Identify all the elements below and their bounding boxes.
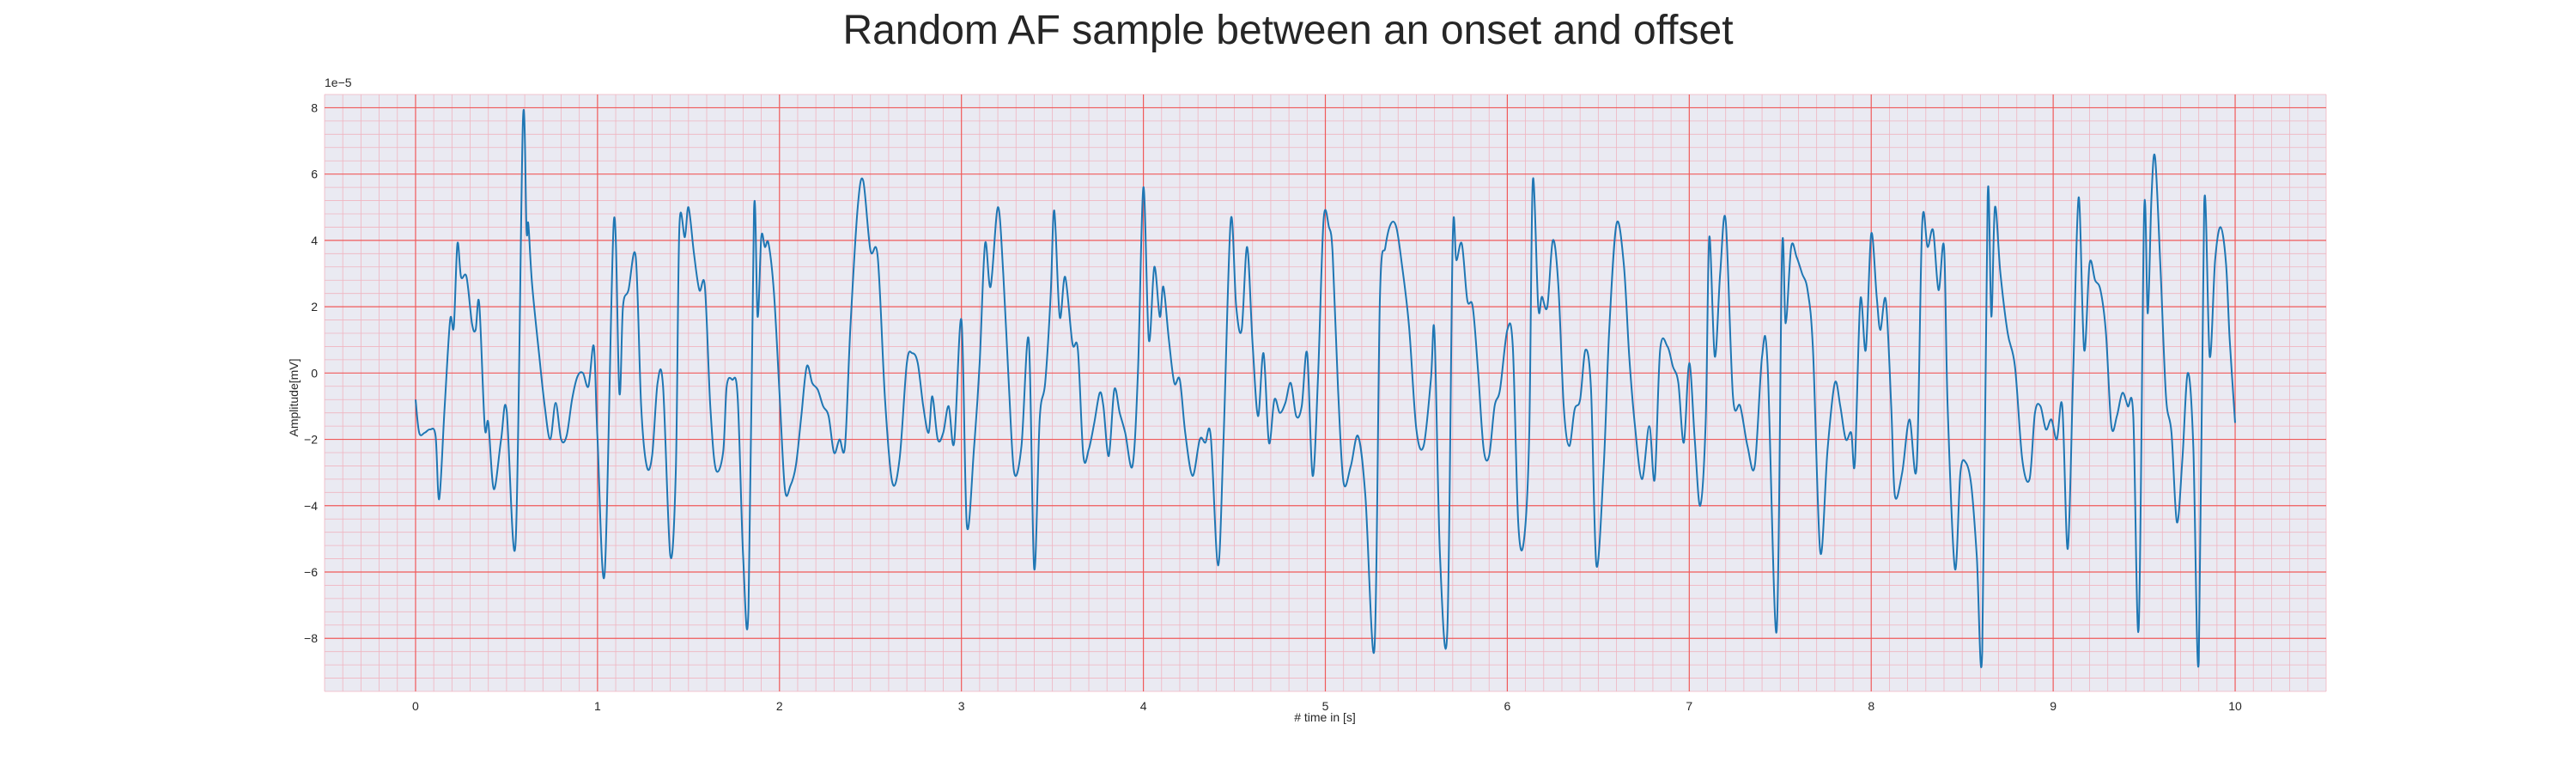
y-axis-label: Amplitude[mV] (287, 358, 301, 436)
x-axis-label: # time in [s] (1294, 710, 1356, 724)
y-axis-ticks: −8 −6 −4 −2 0 2 4 6 8 (304, 100, 318, 645)
y-tick-label: −6 (304, 565, 318, 579)
y-tick-label: −2 (304, 433, 318, 447)
x-tick-label: 0 (412, 699, 419, 713)
y-tick-label: 4 (311, 234, 318, 247)
x-tick-label: 3 (958, 699, 965, 713)
y-tick-label: 8 (311, 100, 318, 114)
chart-title: Random AF sample between an onset and of… (842, 8, 1734, 53)
x-tick-label: 4 (1140, 699, 1147, 713)
x-tick-label: 9 (2050, 699, 2057, 713)
y-axis-offset-label: 1e−5 (325, 76, 352, 89)
x-axis-ticks: 0 1 2 3 4 5 6 7 8 9 10 (412, 699, 2242, 713)
x-tick-label: 7 (1686, 699, 1692, 713)
y-tick-label: −8 (304, 631, 318, 645)
y-tick-label: 0 (311, 366, 318, 380)
y-tick-label: −4 (304, 499, 318, 513)
x-tick-label: 2 (776, 699, 783, 713)
x-tick-label: 6 (1504, 699, 1511, 713)
x-tick-label: 8 (1868, 699, 1874, 713)
x-tick-label: 5 (1322, 699, 1329, 713)
y-tick-label: 2 (311, 300, 318, 313)
y-tick-label: 6 (311, 167, 318, 181)
x-tick-label: 10 (2228, 699, 2242, 713)
series-line (415, 109, 2236, 668)
x-tick-label: 1 (594, 699, 601, 713)
